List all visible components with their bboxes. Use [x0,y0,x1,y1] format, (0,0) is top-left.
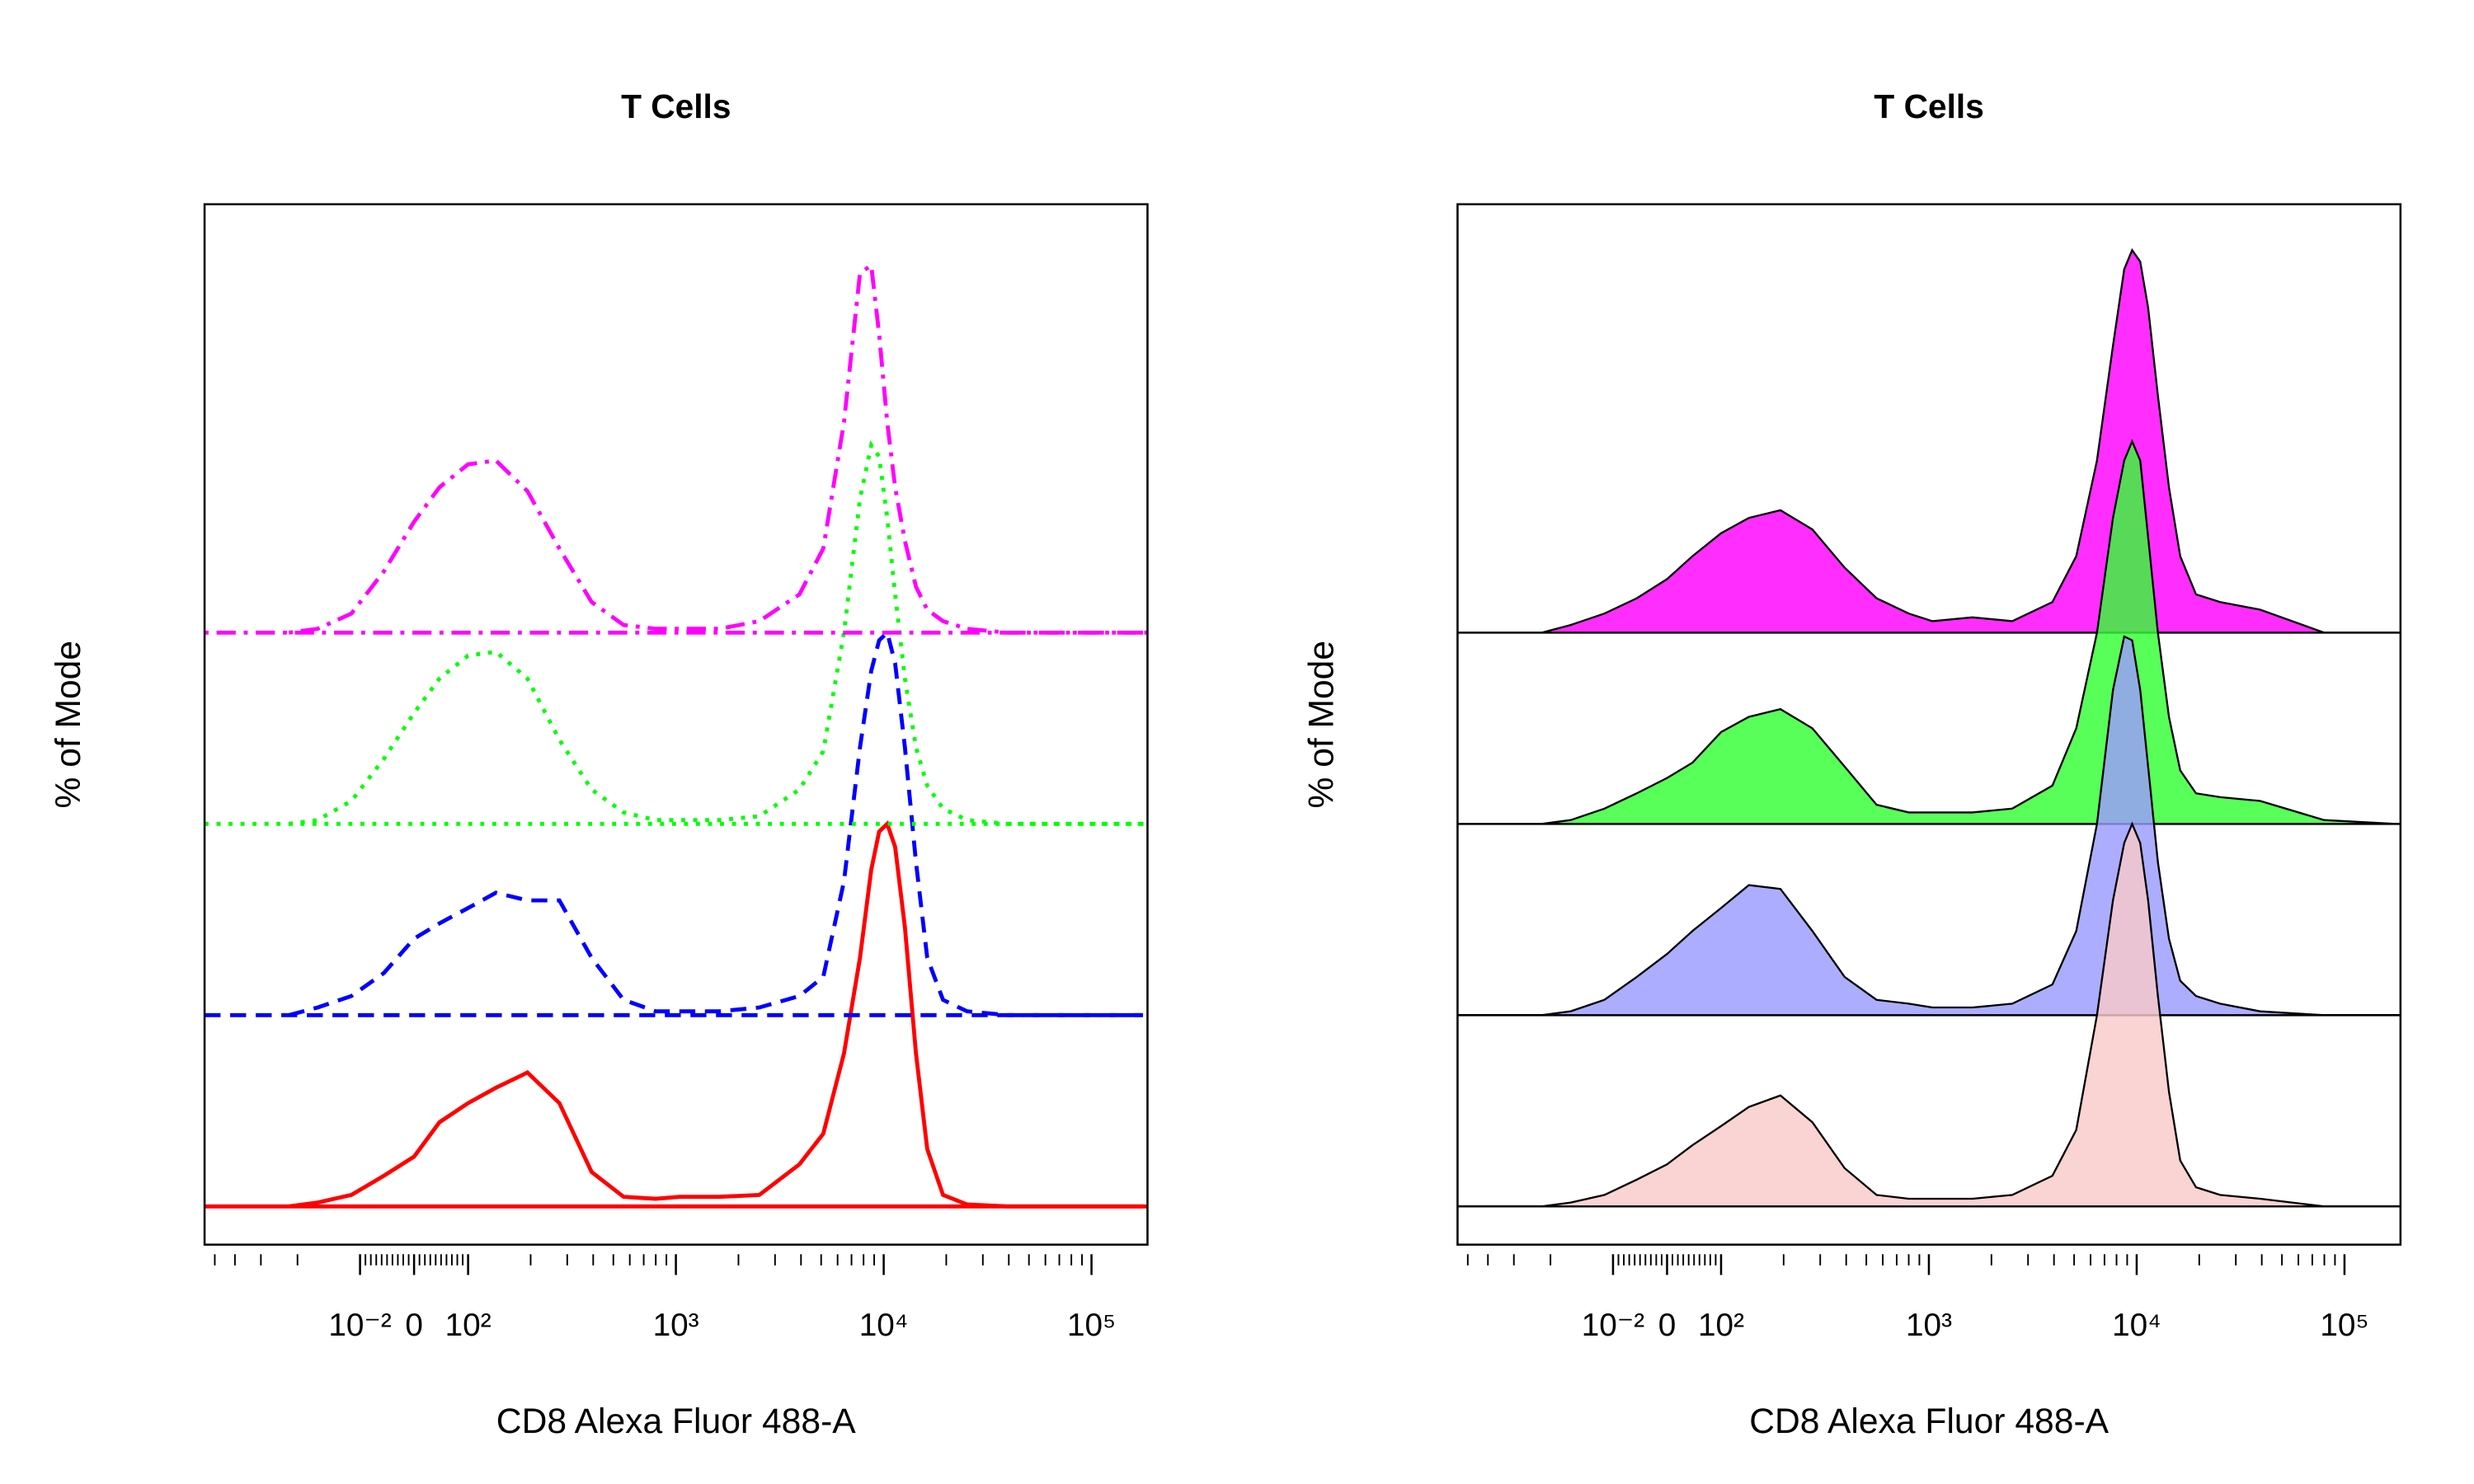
density-area [1540,821,2397,1208]
x-tick-label: 10⁴ [859,1308,909,1343]
x-tick-label: 10² [1698,1308,1744,1343]
density-line [288,261,1144,635]
plot-frame [1456,203,2402,1246]
x-tick-label: 10⁵ [2320,1308,2368,1343]
y-axis-label: % of Mode [49,641,88,808]
x-tick-label: 0 [1658,1308,1677,1343]
density-line [288,628,1144,1017]
x-tick-label: 0 [405,1308,423,1343]
x-axis-label: CD8 Alexa Fluor 488-A [496,1402,856,1441]
x-tick-label: 10² [445,1308,492,1343]
x-tick-label: 10⁻² [1582,1308,1645,1343]
x-tick-label: 10⁵ [1067,1308,1116,1343]
plot-frame [203,203,1149,1246]
density-line [288,819,1144,1209]
y-axis-label: % of Mode [1301,641,1341,808]
density-area [1540,635,2397,1017]
density-area [1540,248,2397,634]
x-tick-label: 10⁻² [328,1308,392,1343]
density-area [1540,439,2397,825]
x-axis-label: CD8 Alexa Fluor 488-A [1749,1402,2109,1441]
x-tick-label: 10⁴ [2112,1308,2161,1343]
x-tick-label: 10³ [1906,1308,1952,1343]
chart-title: T Cells [1874,87,1983,125]
x-tick-label: 10³ [653,1308,699,1343]
chart-title: T Cells [621,87,731,125]
